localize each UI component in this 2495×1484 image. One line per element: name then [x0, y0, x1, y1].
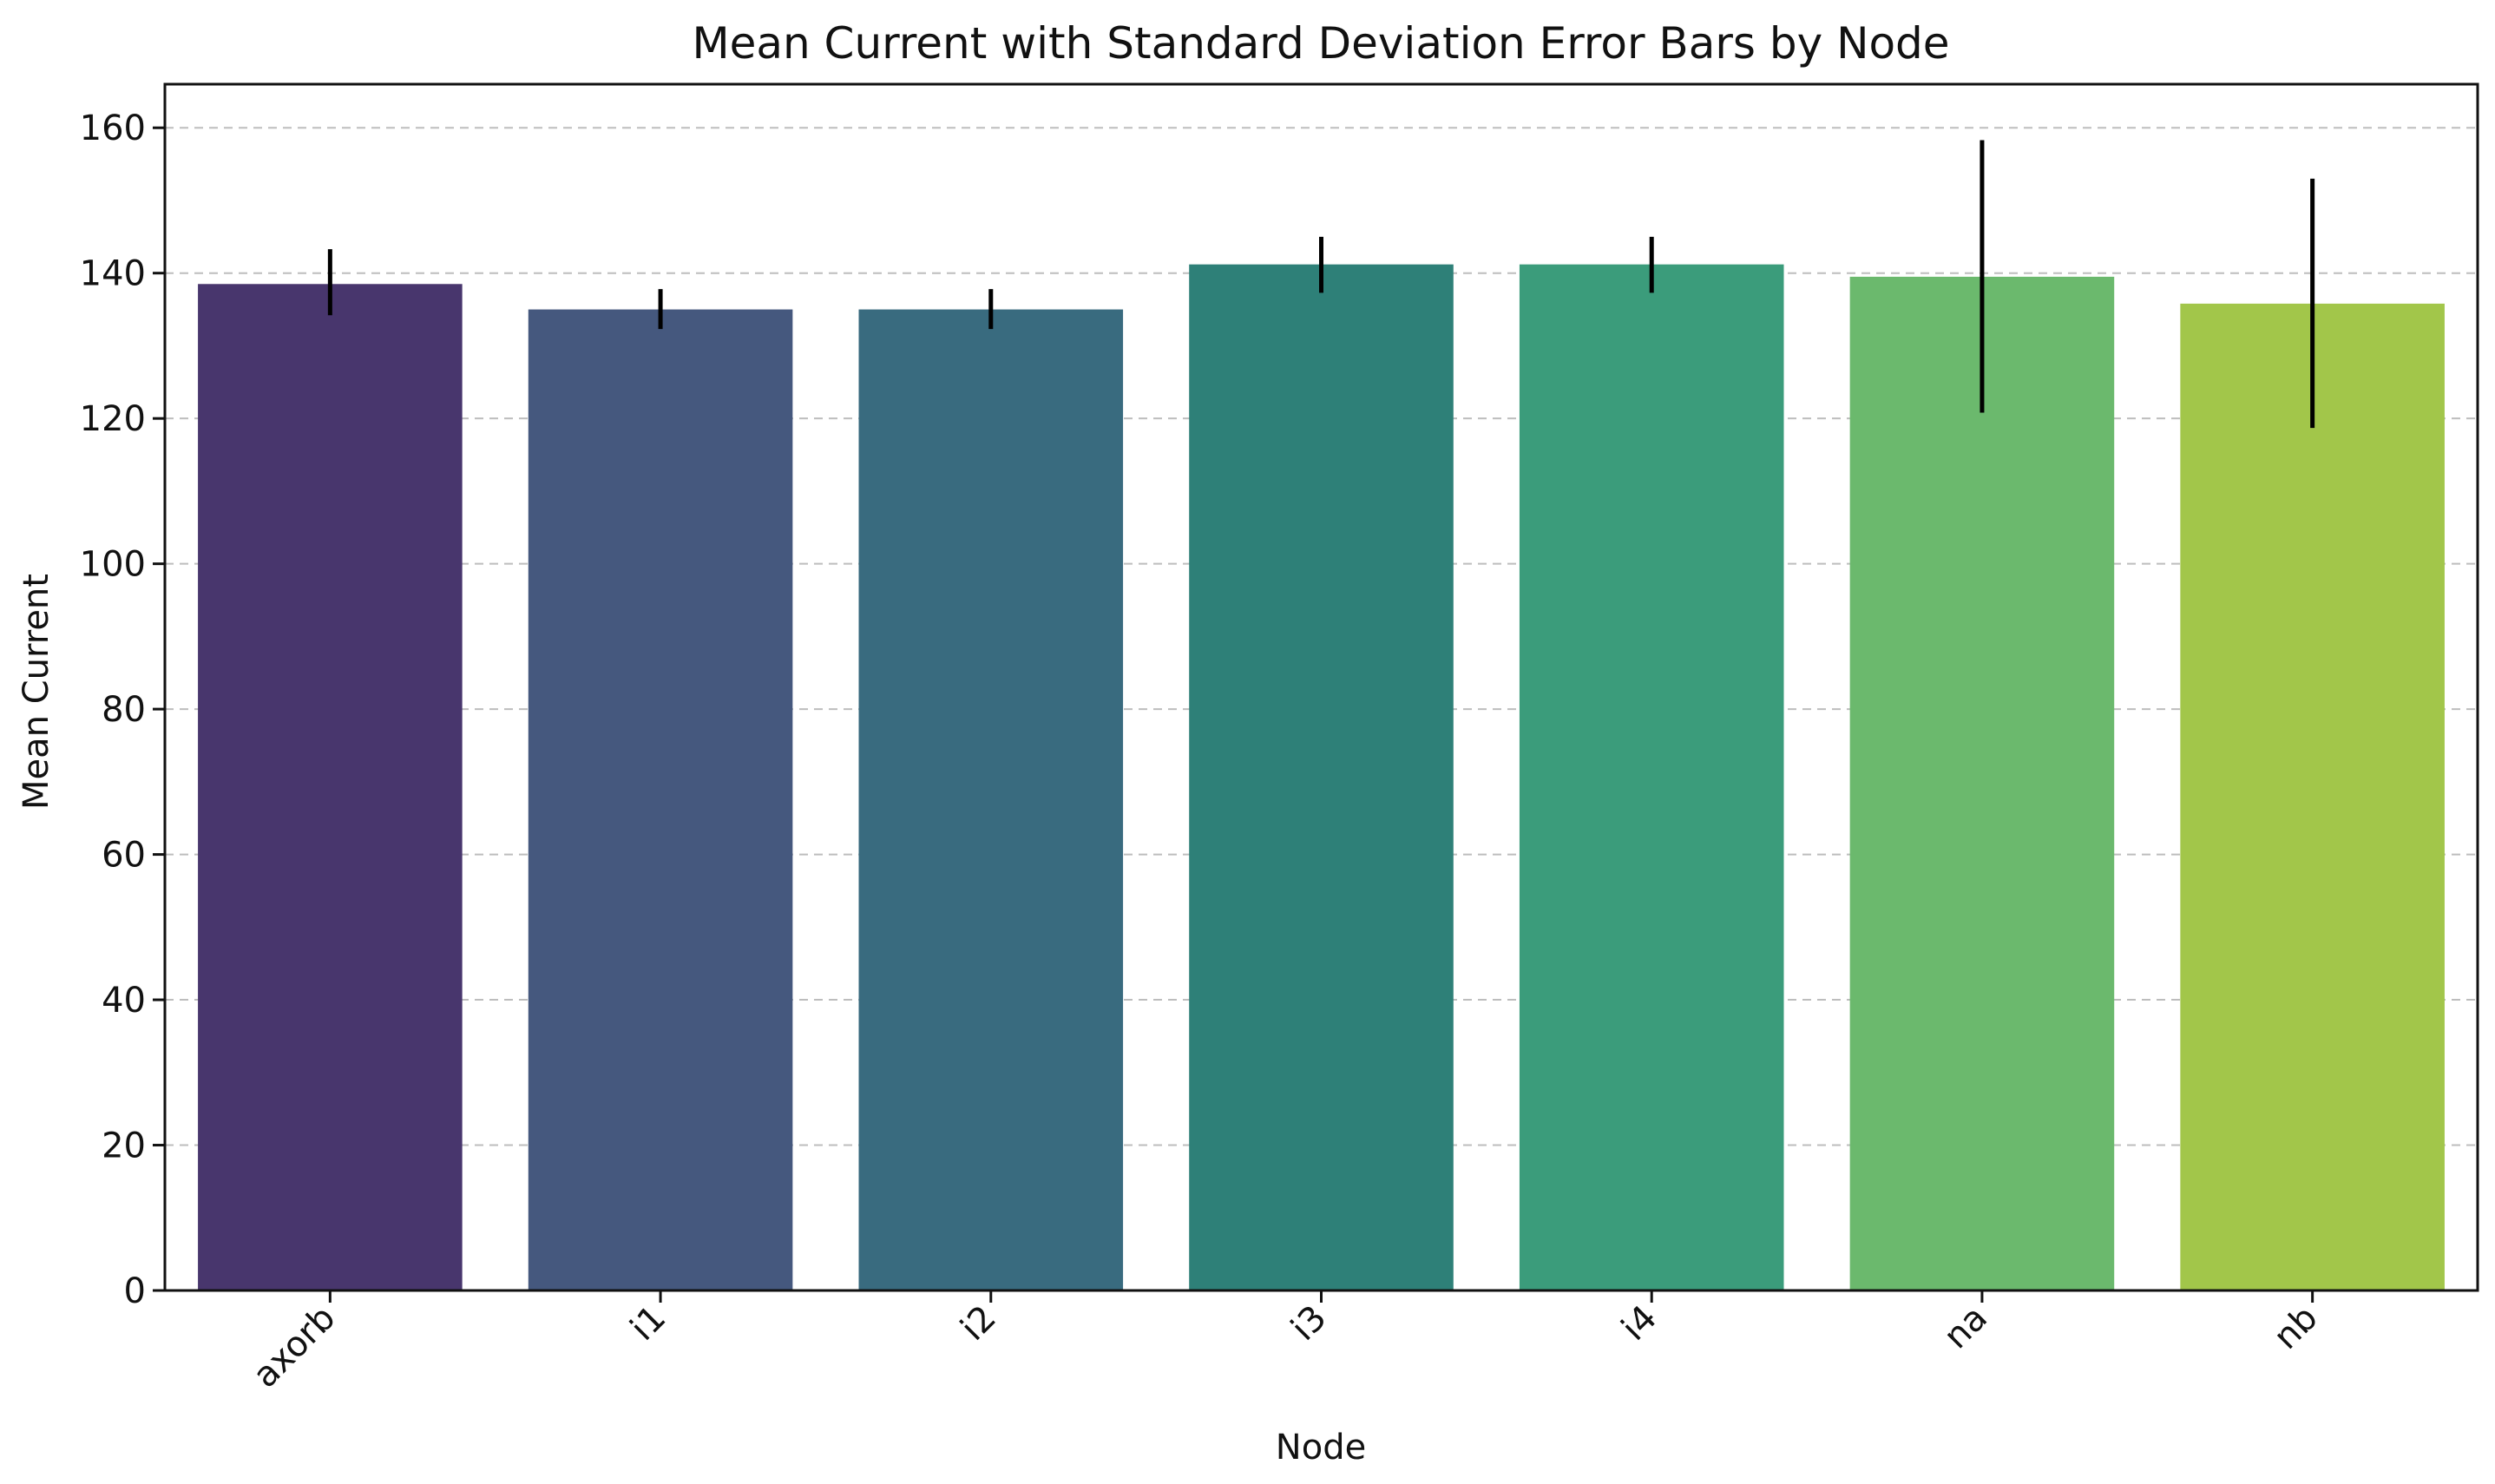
y-tick-label: 100 — [80, 545, 146, 585]
y-tick-label: 140 — [80, 254, 146, 294]
x-tick-label: nb — [2266, 1298, 2325, 1357]
chart-title: Mean Current with Standard Deviation Err… — [692, 18, 1949, 69]
x-tick-label: i4 — [1614, 1298, 1664, 1349]
y-tick-label: 160 — [80, 108, 146, 148]
y-tick-label: 0 — [124, 1271, 146, 1311]
bar-nb — [2180, 303, 2445, 1290]
bar-i2 — [858, 309, 1124, 1290]
y-tick-label: 60 — [102, 836, 146, 876]
bars — [198, 264, 2445, 1291]
x-tick-label: i3 — [1284, 1298, 1334, 1349]
y-tick-label: 120 — [80, 399, 146, 439]
bar-i3 — [1189, 264, 1454, 1291]
bar-i4 — [1519, 264, 1784, 1291]
y-tick-label: 40 — [102, 981, 146, 1021]
y-axis-ticks: 0 20 40 60 80 100 120 140 160 — [80, 108, 165, 1311]
bar-axorb — [198, 284, 463, 1290]
y-axis-label: Mean Current — [16, 574, 56, 810]
x-tick-label: axorb — [246, 1298, 344, 1396]
x-axis-ticks: axorb i1 i2 i3 i4 na nb — [246, 1290, 2326, 1395]
bar-na — [1849, 276, 2115, 1290]
x-axis-label: Node — [1276, 1428, 1366, 1468]
x-tick-label: i1 — [623, 1298, 673, 1349]
x-tick-label: na — [1936, 1298, 1995, 1357]
y-tick-label: 20 — [102, 1126, 146, 1166]
y-tick-label: 80 — [102, 690, 146, 730]
error-bars — [327, 140, 2315, 429]
x-tick-label: i2 — [953, 1298, 1003, 1349]
bar-i1 — [528, 309, 793, 1290]
